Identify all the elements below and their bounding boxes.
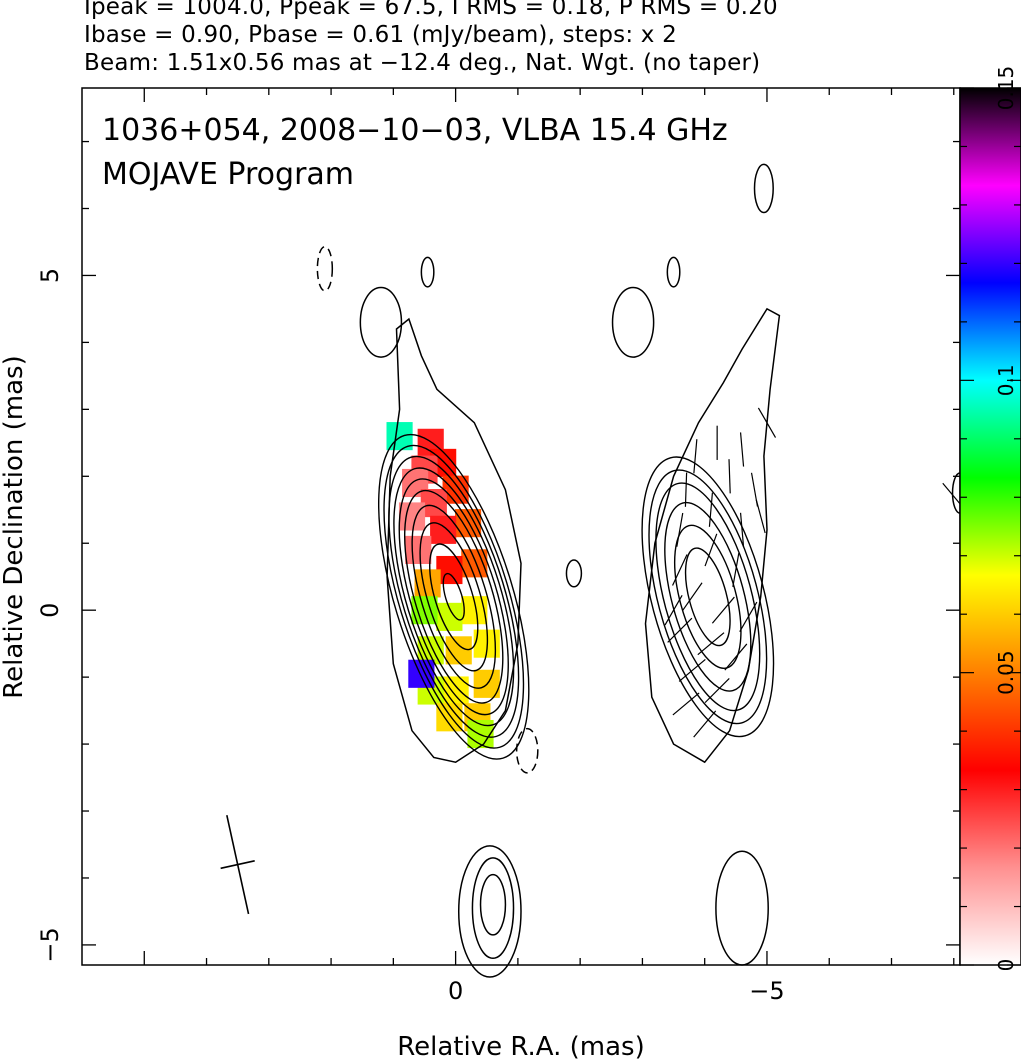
polarization-contour — [641, 456, 775, 738]
intensity-contour-outer — [386, 317, 522, 763]
intensity-contour — [442, 572, 465, 621]
colorbar-tick-label: 0 — [994, 959, 1018, 972]
polarization-contour — [664, 501, 752, 692]
artifact-contour — [565, 559, 583, 588]
evpa-vector — [693, 710, 717, 738]
evpa-vector — [704, 533, 718, 567]
colorbar-ticks: 0 0.05 0.1 0.15 — [960, 66, 1021, 972]
polarization-contour — [684, 547, 731, 647]
intensity-contour — [419, 522, 489, 672]
evpa-vector — [739, 512, 745, 547]
header-line-2: Ibase = 0.90, Pbase = 0.61 (mJy/beam), s… — [84, 22, 677, 48]
intensity-contour — [411, 504, 497, 689]
colorbar-tick-label: 0.15 — [994, 66, 1018, 111]
artifact-contour — [753, 163, 774, 214]
artifact-contour — [666, 256, 681, 288]
y-tick-label: 0 — [36, 603, 64, 618]
intensity-contour — [403, 489, 504, 704]
artifact-contour — [420, 256, 435, 288]
contours — [316, 163, 969, 978]
evpa-vector — [667, 617, 693, 643]
evpa-vector — [757, 407, 777, 438]
header-line-3: Beam: 1.51x0.56 mas at −12.4 deg., Nat. … — [84, 50, 761, 76]
negative-contour — [515, 727, 539, 774]
chart-title: 1036+054, 2008−10−03, VLBA 15.4 GHz — [102, 113, 728, 148]
evpa-vector — [708, 492, 714, 527]
y-tick-label: 5 — [36, 268, 64, 283]
intensity-contour — [429, 543, 479, 651]
evpa-vector — [681, 582, 703, 612]
y-tick-label: −5 — [36, 927, 64, 962]
evpa-vector — [672, 692, 700, 716]
polarization-contour-outer — [644, 307, 781, 764]
polarization-contour — [648, 469, 768, 725]
evpa-vectors — [664, 407, 966, 738]
evpa-vector — [739, 432, 745, 467]
x-axis-label: Relative R.A. (mas) — [397, 1032, 644, 1060]
intensity-contour — [383, 444, 525, 749]
evpa-vector — [684, 472, 688, 507]
evpa-vector — [732, 553, 740, 587]
artifact-contour — [457, 845, 522, 978]
beam-symbol — [220, 815, 255, 915]
polarization-pixel — [417, 636, 444, 665]
evpa-vector — [678, 658, 706, 682]
artifact-contour — [715, 850, 769, 966]
artifact-contour — [611, 286, 655, 358]
colorbar-tick-label: 0.1 — [994, 364, 1018, 396]
evpa-vector — [693, 439, 698, 474]
intensity-contour — [377, 433, 530, 760]
evpa-vector — [664, 595, 683, 626]
y-axis-label: Relative Declination (mas) — [0, 355, 29, 698]
intensity-contour — [393, 467, 515, 727]
intensity-contour — [398, 478, 509, 716]
chart-subtitle: MOJAVE Program — [102, 157, 354, 192]
axis-ticks: 0 −5 5 0 −5 — [36, 88, 960, 1005]
artifact-contour — [359, 286, 403, 358]
polarization-pixel — [398, 502, 426, 531]
evpa-vector — [728, 459, 731, 494]
evpa-vector — [739, 601, 758, 633]
colorbar-tick-label: 0.05 — [994, 650, 1018, 695]
evpa-vector — [672, 554, 688, 586]
artifact-contour — [471, 857, 515, 960]
beam-minor-axis — [220, 860, 255, 870]
evpa-vector — [697, 632, 725, 656]
evpa-vector — [704, 677, 730, 704]
colorbar — [959, 87, 1021, 966]
negative-contour — [316, 245, 334, 292]
x-tick-label: 0 — [448, 977, 463, 1005]
evpa-vector — [755, 499, 766, 534]
polarization-contour — [655, 482, 761, 712]
x-tick-label: −5 — [749, 977, 784, 1005]
header-line-1: Ipeak = 1004.0, Ppeak = 67.5, I RMS = 0.… — [84, 0, 778, 20]
intensity-contour — [388, 455, 520, 738]
artifact-contour — [479, 873, 507, 936]
evpa-vector — [676, 512, 684, 547]
polarization-pixel — [405, 535, 432, 564]
evpa-vector — [711, 596, 735, 624]
evpa-vector — [724, 643, 748, 671]
polarization-pixel — [454, 509, 482, 538]
polarization-pixel — [442, 676, 469, 705]
plot-frame — [81, 87, 961, 966]
